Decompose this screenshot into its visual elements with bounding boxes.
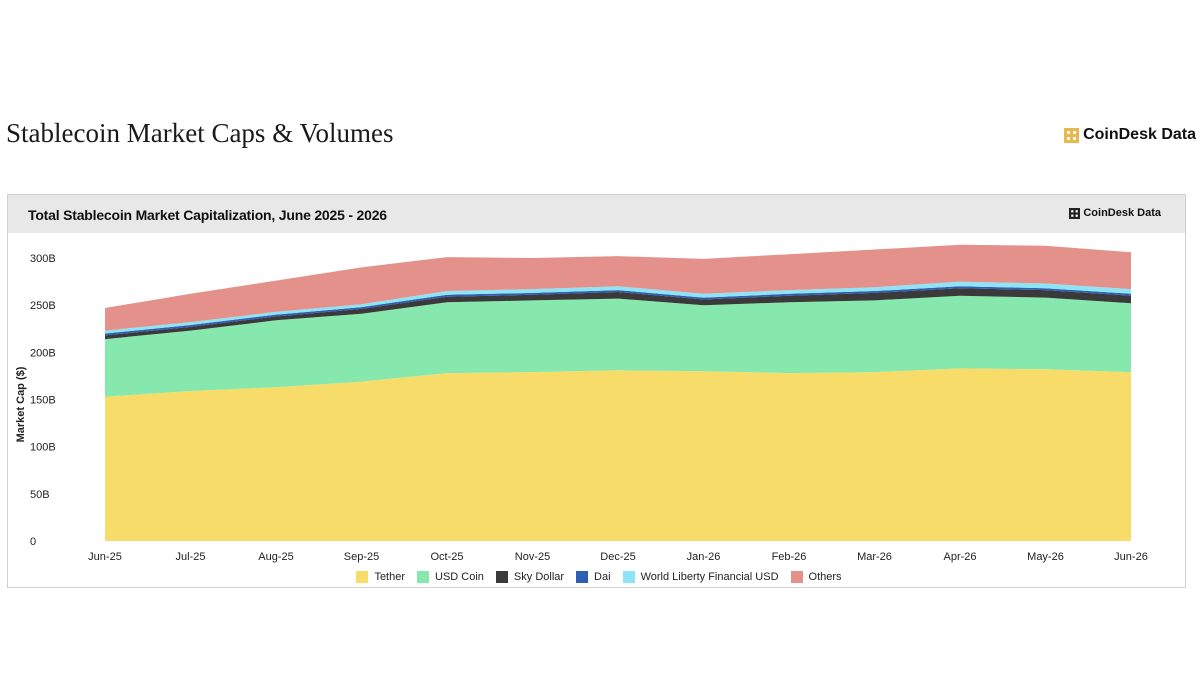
- legend-label: World Liberty Financial USD: [640, 571, 779, 583]
- y-tick-label: 50B: [30, 489, 50, 501]
- legend-item-tether: Tether: [356, 571, 405, 583]
- x-tick-label: Aug-25: [258, 551, 293, 563]
- chart-title: Total Stablecoin Market Capitalization, …: [28, 207, 387, 223]
- y-tick-label: 150B: [30, 395, 56, 407]
- legend-item-dai: Dai: [576, 571, 611, 583]
- x-tick-label: Jun-26: [1114, 551, 1148, 563]
- area-series-sky-dollar: [105, 288, 1131, 340]
- y-tick-label: 200B: [30, 347, 56, 359]
- area-series-usd-coin: [105, 295, 1131, 397]
- x-tick-label: Mar-26: [857, 551, 892, 563]
- coindesk-logo-icon: [1069, 207, 1081, 219]
- legend-swatch: [622, 571, 635, 583]
- x-tick-label: May-26: [1027, 551, 1064, 563]
- x-tick-label: Jul-25: [176, 551, 206, 563]
- x-tick-label: Oct-25: [430, 551, 463, 563]
- area-series-others: [105, 244, 1131, 331]
- area-series-world-liberty-financial-usd: [105, 281, 1131, 334]
- x-tick-label: Apr-26: [943, 551, 976, 563]
- brand-name-small: CoinDesk Data: [1083, 207, 1161, 219]
- x-tick-label: Feb-26: [772, 551, 807, 563]
- legend-swatch: [495, 571, 508, 583]
- x-tick-label: Nov-25: [515, 551, 550, 563]
- legend-item-world-liberty-financial-usd: World Liberty Financial USD: [622, 571, 779, 583]
- legend-item-usd-coin: USD Coin: [417, 571, 484, 583]
- x-tick-label: Jun-25: [88, 551, 122, 563]
- legend-label: Sky Dollar: [513, 571, 565, 583]
- coindesk-data-logo: CoinDesk Data: [1064, 126, 1196, 144]
- x-tick-label: Dec-25: [600, 551, 635, 563]
- legend-item-sky-dollar: Sky Dollar: [495, 571, 565, 583]
- legend-label: Others: [808, 571, 842, 583]
- coindesk-logo-icon: [1064, 127, 1080, 143]
- page-title: Stablecoin Market Caps & Volumes: [6, 118, 394, 148]
- legend-label: USD Coin: [435, 571, 484, 583]
- legend-label: Dai: [594, 571, 611, 583]
- x-tick-label: Sep-25: [344, 551, 379, 563]
- legend-swatch: [576, 571, 589, 583]
- legend-label: Tether: [374, 571, 406, 583]
- y-tick-label: 300B: [30, 253, 56, 265]
- chart-card-header: Total Stablecoin Market Capitalization, …: [8, 195, 1185, 233]
- y-tick-label: 0: [30, 536, 36, 548]
- y-tick-label: 250B: [30, 300, 56, 312]
- x-tick-label: Jan-26: [687, 551, 721, 563]
- legend-item-others: Others: [790, 571, 842, 583]
- chart-legend: Tether USD Coin Sky Dollar Dai World Liberty…: [0, 571, 1200, 583]
- y-tick-label: 100B: [30, 442, 56, 454]
- brand-name: CoinDesk Data: [1083, 126, 1196, 143]
- legend-swatch: [417, 571, 430, 583]
- legend-swatch: [790, 571, 803, 583]
- coindesk-data-logo-small: CoinDesk Data: [1069, 207, 1161, 219]
- area-series-tether: [105, 368, 1131, 541]
- y-axis-title: Market Cap ($): [15, 366, 27, 442]
- legend-swatch: [356, 571, 369, 583]
